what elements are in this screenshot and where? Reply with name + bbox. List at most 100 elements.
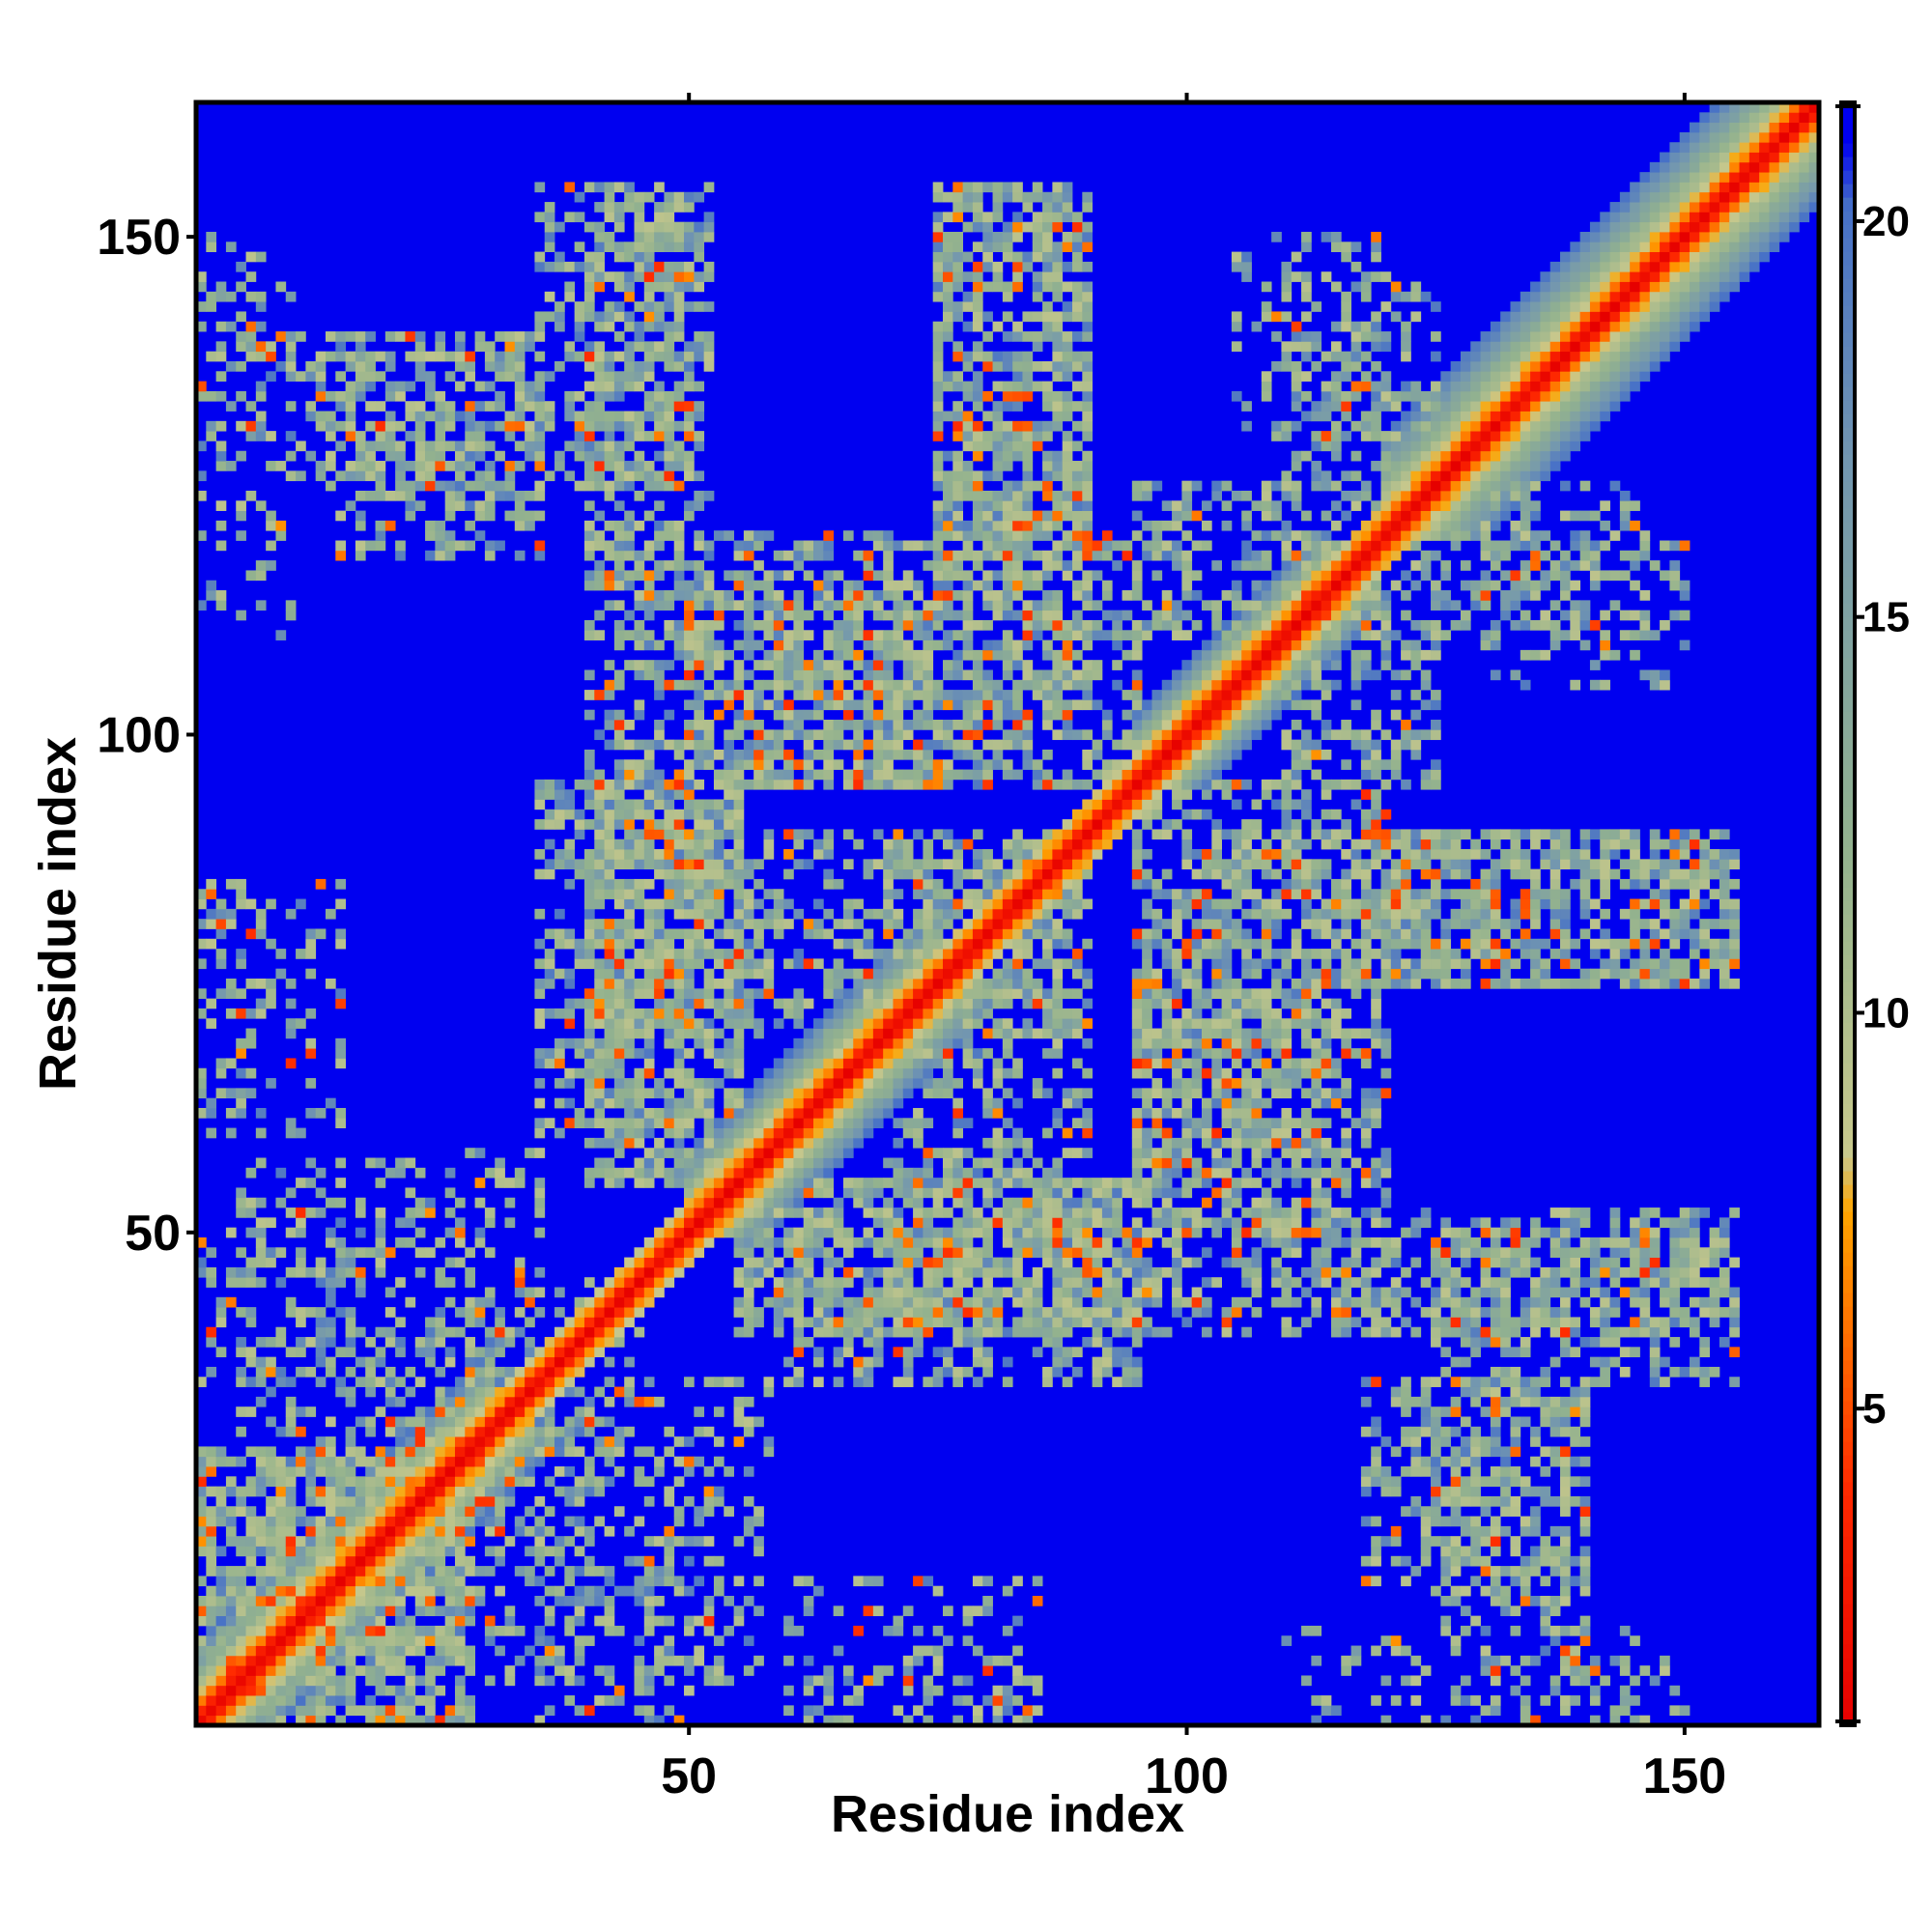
heatmap-cell: [842, 898, 854, 910]
heatmap-cell: [504, 1446, 516, 1458]
heatmap-cell: [783, 1227, 794, 1238]
heatmap-cell: [803, 709, 814, 721]
heatmap-cell: [694, 1167, 705, 1179]
heatmap-cell: [813, 1107, 824, 1119]
heatmap-cell: [883, 1008, 894, 1019]
heatmap-cell: [255, 1536, 267, 1547]
heatmap-cell: [325, 1337, 336, 1348]
heatmap-cell: [654, 968, 665, 980]
heatmap-cell: [743, 630, 754, 640]
heatmap-cell: [583, 928, 595, 940]
heatmap-cell: [594, 1665, 605, 1676]
heatmap-cell: [574, 1366, 585, 1378]
heatmap-cell: [245, 978, 257, 989]
heatmap-cell: [664, 1148, 675, 1158]
heatmap-cell: [883, 868, 894, 880]
heatmap-cell: [435, 1555, 446, 1567]
heatmap-cell: [484, 1167, 496, 1179]
heatmap-cell: [872, 1296, 884, 1308]
heatmap-cell: [266, 1536, 276, 1547]
heatmap-cell: [893, 958, 904, 970]
heatmap-cell: [932, 261, 944, 272]
heatmap-cell: [554, 360, 565, 372]
heatmap-cell: [863, 630, 874, 640]
heatmap-cell: [355, 1416, 366, 1428]
heatmap-cell: [634, 1018, 645, 1029]
heatmap-cell: [604, 321, 615, 332]
heatmap-cell: [285, 1406, 297, 1417]
heatmap-cell: [654, 720, 665, 730]
heatmap-cell: [495, 390, 505, 402]
heatmap-cell: [583, 1525, 595, 1537]
heatmap-cell: [962, 968, 974, 980]
heatmap-cell: [863, 908, 874, 920]
heatmap-cell: [684, 739, 695, 751]
heatmap-cell: [673, 968, 685, 980]
heatmap-cell: [365, 1675, 376, 1687]
heatmap-cell: [474, 1466, 486, 1477]
heatmap-cell: [594, 838, 605, 850]
heatmap-cell: [673, 1576, 685, 1587]
heatmap-cell: [236, 1615, 246, 1627]
heatmap-cell: [454, 1426, 466, 1437]
heatmap-cell: [345, 1585, 356, 1597]
heatmap-cell: [594, 371, 605, 382]
heatmap-cell: [465, 411, 475, 422]
heatmap-cell: [853, 699, 864, 711]
heatmap-cell: [454, 1645, 466, 1657]
heatmap-cell: [872, 630, 884, 640]
heatmap-cell: [684, 1456, 695, 1467]
heatmap-cell: [673, 1137, 685, 1149]
heatmap-cell: [673, 480, 685, 492]
heatmap-cell: [673, 1476, 685, 1488]
heatmap-cell: [902, 928, 914, 940]
heatmap-cell: [514, 490, 526, 501]
heatmap-cell: [643, 958, 655, 970]
heatmap-cell: [206, 1337, 217, 1348]
heatmap-cell: [554, 301, 565, 312]
heatmap-cell: [583, 690, 595, 700]
heatmap-cell: [943, 988, 953, 1000]
heatmap-cell: [724, 819, 734, 830]
heatmap-cell: [783, 709, 794, 721]
heatmap-cell: [673, 789, 685, 800]
heatmap-cell: [713, 878, 724, 890]
heatmap-cell: [495, 1406, 505, 1417]
heatmap-cell: [574, 819, 585, 830]
heatmap-cell: [793, 1266, 805, 1278]
heatmap-cell: [952, 1366, 964, 1378]
heatmap-cell: [863, 550, 874, 561]
heatmap-cell: [534, 1048, 546, 1059]
heatmap-cell: [583, 1078, 595, 1089]
heatmap-cell: [624, 1048, 635, 1059]
heatmap-cell: [773, 699, 784, 711]
heatmap-cell: [893, 1326, 904, 1338]
heatmap-cell: [215, 949, 227, 959]
heatmap-cell: [673, 221, 685, 233]
heatmap-cell: [525, 1426, 535, 1437]
heatmap-cell: [365, 1576, 376, 1587]
heatmap-cell: [583, 769, 595, 781]
heatmap-cell: [425, 1566, 436, 1577]
heatmap-cell: [783, 779, 794, 790]
heatmap-cell: [883, 1078, 894, 1089]
heatmap-cell: [893, 1097, 904, 1109]
heatmap-cell: [872, 1018, 884, 1029]
heatmap-cell: [315, 371, 327, 382]
heatmap-cell: [733, 1097, 745, 1109]
heatmap-cell: [724, 1018, 734, 1029]
heatmap-cell: [474, 1227, 486, 1238]
heatmap-cell: [514, 1436, 526, 1447]
heatmap-cell: [285, 341, 297, 353]
heatmap-cell: [823, 630, 835, 640]
heatmap-cell: [684, 630, 695, 640]
heatmap-cell: [902, 1018, 914, 1029]
heatmap-cell: [375, 1665, 386, 1676]
heatmap-cell: [444, 1187, 456, 1199]
heatmap-cell: [694, 1217, 705, 1229]
heatmap-cell: [673, 819, 685, 830]
heatmap-cell: [793, 1058, 805, 1069]
heatmap-cell: [583, 271, 595, 282]
heatmap-cell: [335, 1605, 346, 1617]
heatmap-cell: [943, 720, 953, 730]
